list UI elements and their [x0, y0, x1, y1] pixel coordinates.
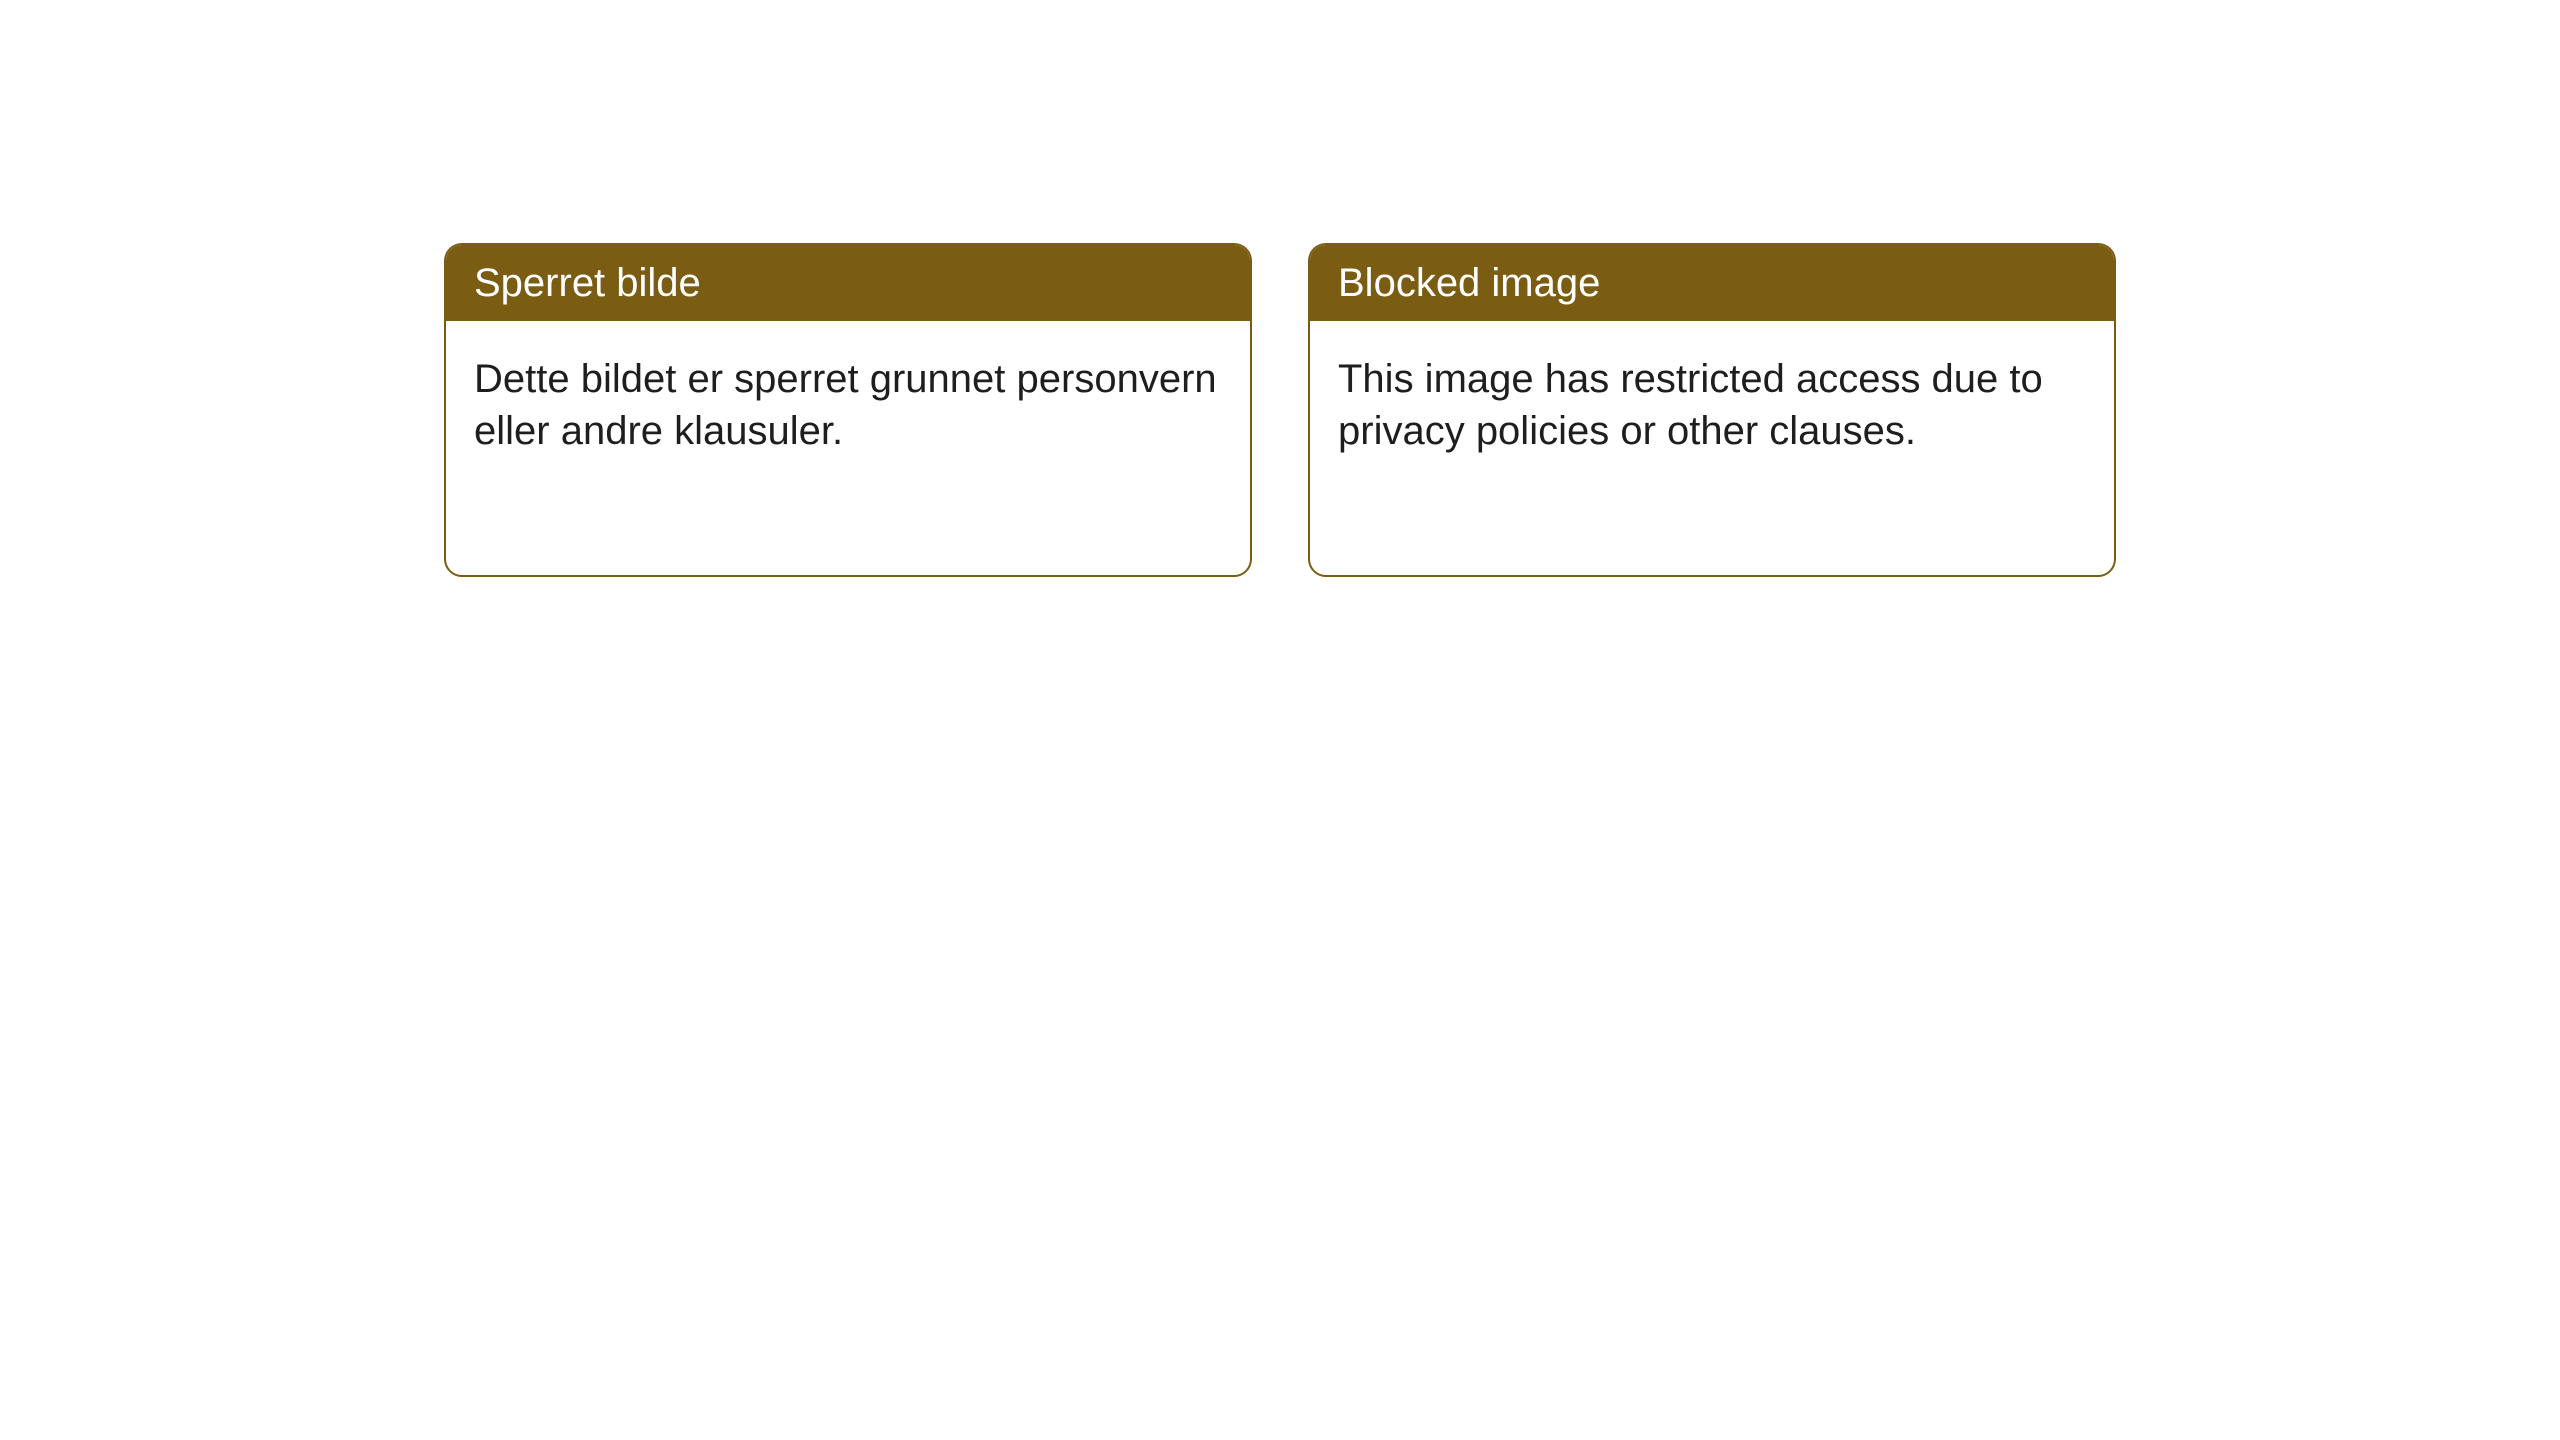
notice-card-english: Blocked image This image has restricted … [1308, 243, 2116, 577]
card-header-english: Blocked image [1310, 245, 2114, 321]
card-title: Blocked image [1338, 261, 1600, 305]
notice-cards-container: Sperret bilde Dette bildet er sperret gr… [444, 243, 2116, 577]
card-body-text: This image has restricted access due to … [1338, 357, 2043, 453]
notice-card-norwegian: Sperret bilde Dette bildet er sperret gr… [444, 243, 1252, 577]
card-body-norwegian: Dette bildet er sperret grunnet personve… [446, 321, 1250, 489]
card-body-text: Dette bildet er sperret grunnet personve… [474, 357, 1217, 453]
card-body-english: This image has restricted access due to … [1310, 321, 2114, 489]
card-header-norwegian: Sperret bilde [446, 245, 1250, 321]
card-title: Sperret bilde [474, 261, 701, 305]
